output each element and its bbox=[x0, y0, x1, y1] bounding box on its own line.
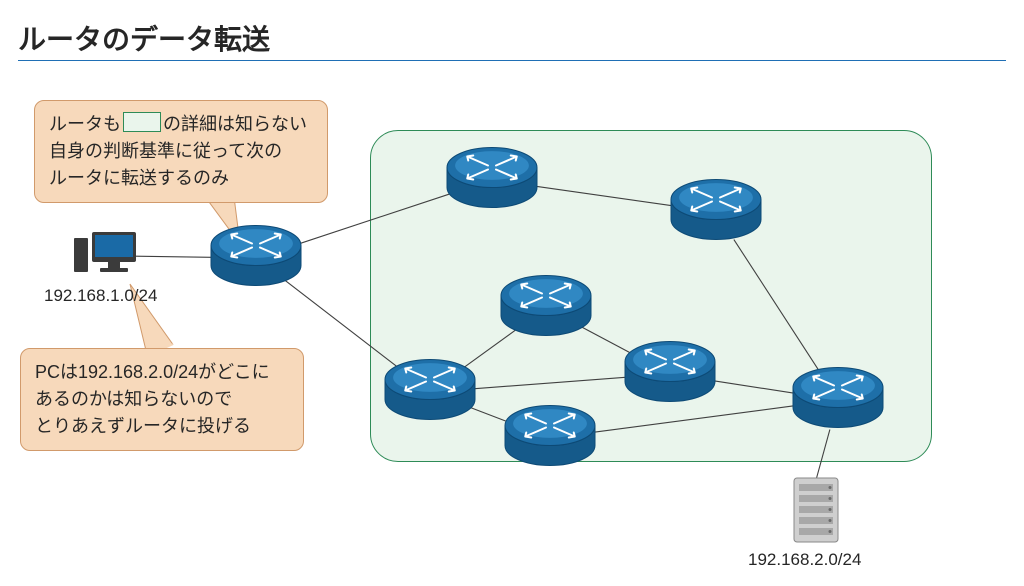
callout-pc-l1: PCは192.168.2.0/24がどこに bbox=[35, 362, 270, 382]
server-subnet-label: 192.168.2.0/24 bbox=[748, 550, 861, 570]
router-r5 bbox=[382, 357, 478, 428]
page-title: ルータのデータ転送 bbox=[18, 18, 270, 58]
callout-pc-l2: あるのかは知らないので bbox=[35, 389, 232, 409]
callout-router-l2: 自身の判断基準に従って次の bbox=[49, 141, 282, 161]
network-symbol-inline bbox=[123, 112, 161, 132]
router-r6 bbox=[622, 339, 718, 410]
callout-pc: PCは192.168.2.0/24がどこに あるのかは知らないので とりあえずル… bbox=[20, 348, 304, 451]
pc-subnet-label: 192.168.1.0/24 bbox=[44, 286, 157, 306]
callout-router-l1a: ルータも bbox=[49, 114, 121, 134]
pc-icon bbox=[74, 232, 138, 287]
router-r2 bbox=[444, 145, 540, 216]
callout-router-l1b: の詳細は知らない bbox=[163, 114, 307, 134]
router-r4 bbox=[498, 273, 594, 344]
title-underline bbox=[18, 60, 1006, 61]
server-icon bbox=[790, 476, 842, 551]
callout-router-l3: ルータに転送するのみ bbox=[49, 168, 229, 188]
callout-pc-l3: とりあえずルータに投げる bbox=[35, 416, 251, 436]
router-r8 bbox=[790, 365, 886, 436]
router-r1 bbox=[208, 223, 304, 294]
router-r3 bbox=[668, 177, 764, 248]
callout-router: ルータも の詳細は知らない 自身の判断基準に従って次の ルータに転送するのみ bbox=[34, 100, 328, 203]
router-r7 bbox=[502, 403, 598, 474]
